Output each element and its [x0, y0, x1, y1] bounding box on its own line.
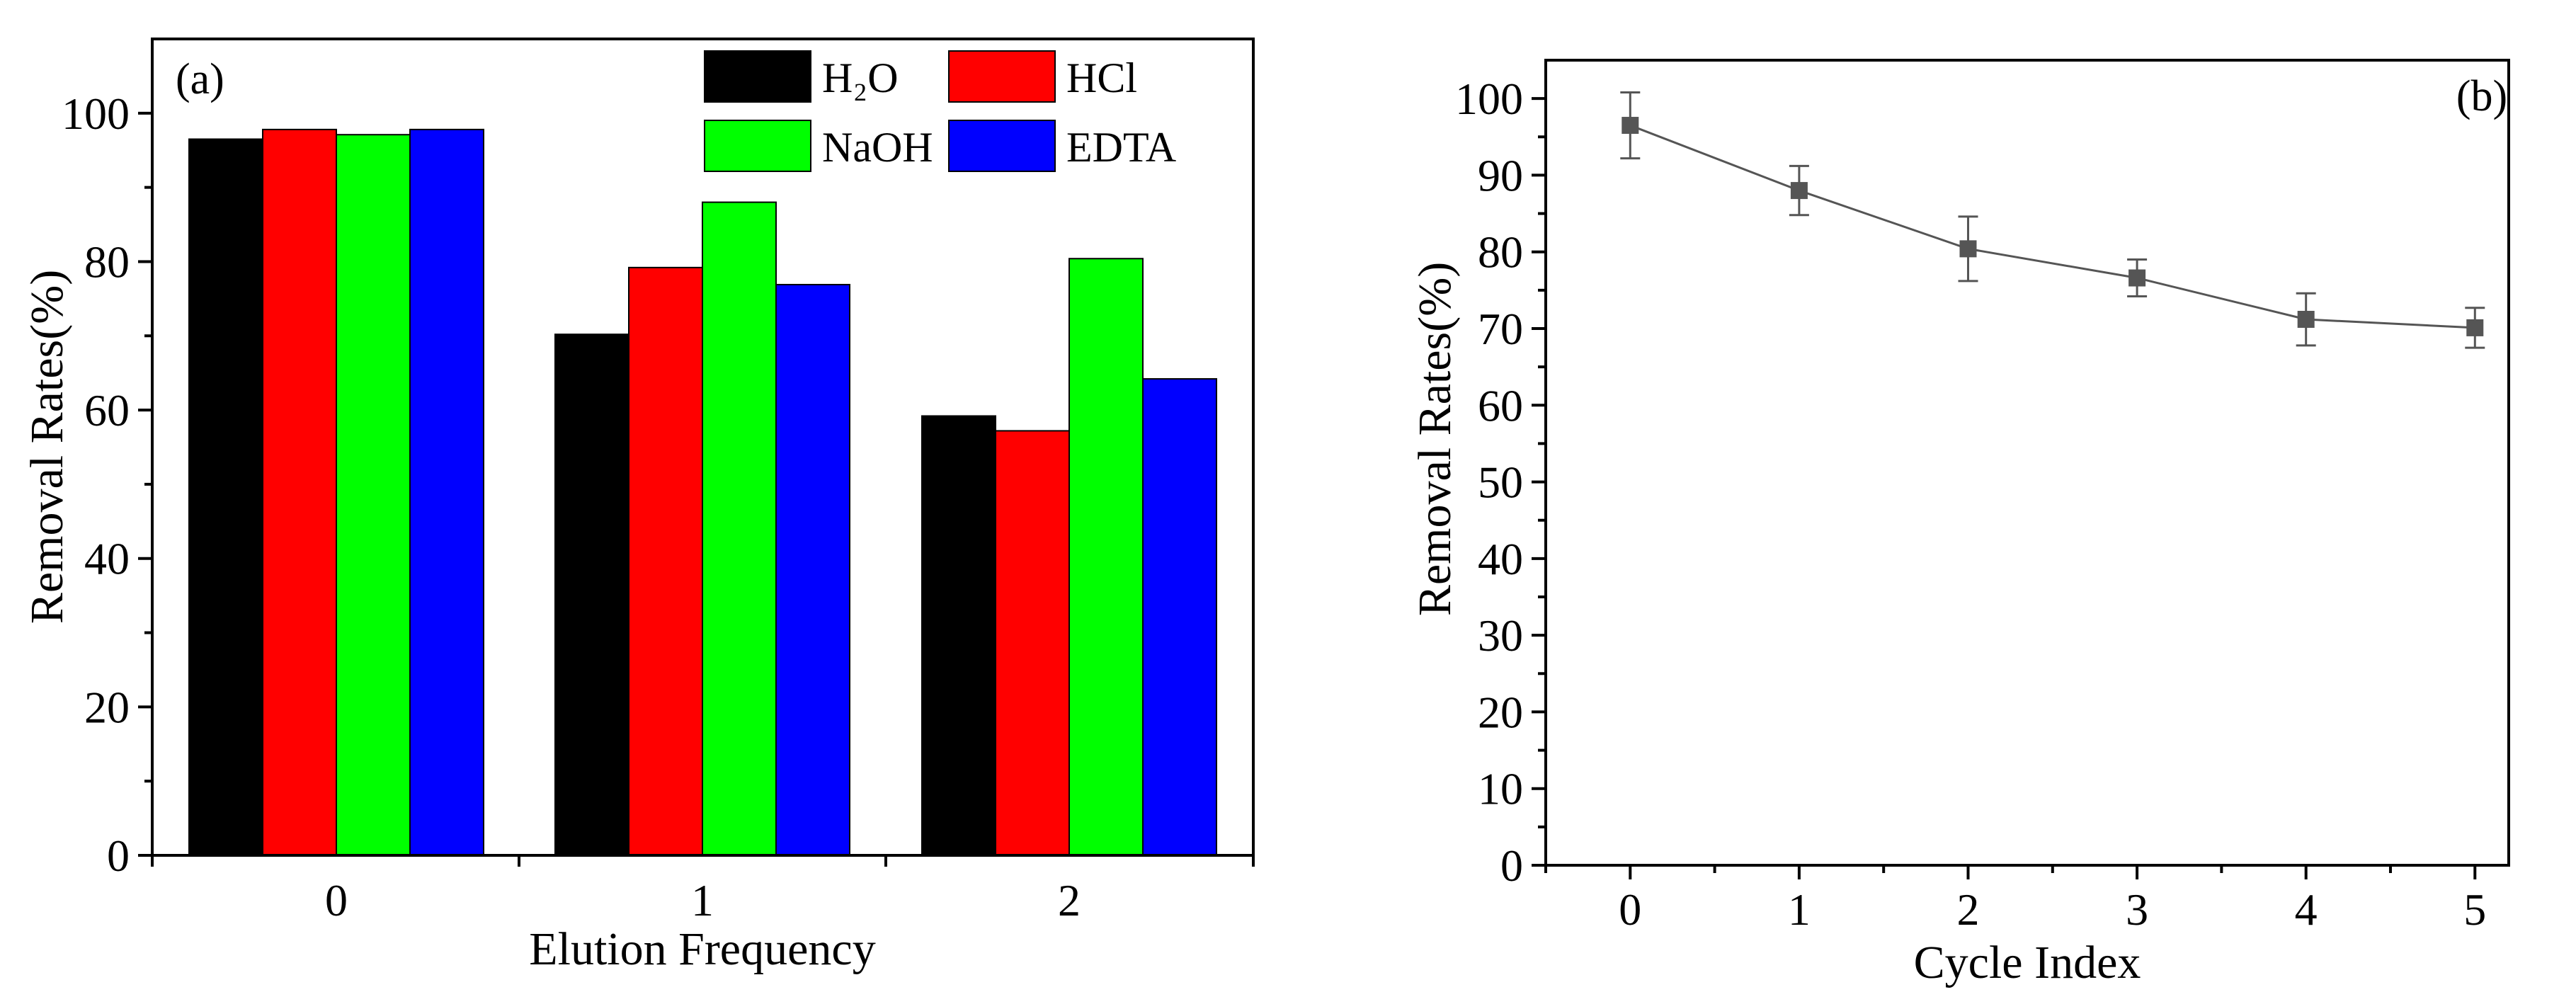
legend-label: NaOH — [822, 124, 933, 171]
data-point — [1959, 240, 1977, 258]
bar-chart-panel: 0 20 40 60 80 100 0 1 2 (a) Elution Frequency Re… — [21, 38, 1255, 975]
legend-label: H₂O — [822, 55, 899, 101]
y-tick-label: 20 — [84, 682, 130, 732]
x-tick-label: 0 — [1619, 884, 1641, 935]
bar — [336, 134, 411, 856]
x-axis-title: Elution Frequency — [529, 923, 875, 975]
x-tick-label: 3 — [2126, 884, 2148, 935]
y-tick-label: 40 — [1478, 534, 1523, 584]
bar — [262, 128, 337, 857]
data-point — [2297, 311, 2315, 329]
y-tick-label: 20 — [1478, 687, 1523, 737]
y-axis-title: Removal Rates(%) — [1409, 262, 1461, 616]
bar — [188, 138, 263, 857]
y-tick-label: 10 — [1478, 764, 1523, 814]
y-tick-label: 0 — [107, 831, 130, 881]
y-tick-label: 100 — [1455, 74, 1523, 124]
bar — [409, 128, 484, 857]
y-tick-label: 90 — [1478, 150, 1523, 200]
y-tick-label: 70 — [1478, 304, 1523, 354]
x-axis-title: Cycle Index — [1914, 937, 2141, 988]
series-path — [1629, 124, 2475, 329]
bar — [554, 333, 629, 856]
legend-swatch — [704, 50, 811, 103]
axis-ticks: 0 20 40 60 80 100 0 1 2 — [62, 89, 1255, 925]
data-point — [2466, 319, 2484, 336]
x-tick-label: 1 — [1788, 884, 1811, 935]
series-line — [1620, 91, 2485, 349]
legend: H₂O HCl NaOH EDTA — [704, 50, 1176, 172]
bar — [995, 430, 1070, 856]
legend-swatch — [948, 120, 1056, 172]
axis-ticks: 0 10 20 30 40 50 60 70 80 90 100 0 1 2 3 4 5 — [1455, 74, 2486, 935]
x-tick-label: 0 — [325, 875, 348, 925]
bar — [1142, 378, 1217, 856]
bar — [775, 283, 850, 856]
y-tick-label: 50 — [1478, 457, 1523, 508]
plot-frame — [1544, 59, 2510, 867]
legend-swatch — [948, 50, 1056, 103]
y-tick-label: 30 — [1478, 610, 1523, 661]
legend-label: EDTA — [1066, 124, 1176, 171]
legend-label: HCl — [1066, 55, 1137, 101]
y-tick-label: 80 — [1478, 227, 1523, 278]
x-tick-label: 4 — [2295, 884, 2318, 935]
y-tick-label: 40 — [84, 534, 130, 584]
y-tick-label: 60 — [84, 385, 130, 435]
bar — [702, 201, 777, 857]
x-tick-label: 2 — [1956, 884, 1979, 935]
x-tick-label: 2 — [1058, 875, 1081, 925]
bar — [921, 415, 996, 856]
data-point — [2128, 269, 2146, 287]
x-tick-label: 1 — [691, 875, 714, 925]
y-tick-label: 80 — [84, 236, 130, 287]
line-chart-panel: 0 10 20 30 40 50 60 70 80 90 100 0 1 2 3 4 5 (b) Cycle I… — [1409, 59, 2510, 988]
data-point — [1790, 182, 1808, 200]
y-tick-label: 100 — [62, 89, 130, 139]
legend-swatch — [704, 120, 811, 172]
panel-label: (b) — [2456, 72, 2507, 120]
panel-label: (a) — [176, 55, 224, 103]
bar — [1068, 258, 1144, 856]
data-point — [1622, 117, 1639, 135]
x-tick-label: 5 — [2463, 884, 2486, 935]
y-tick-label: 60 — [1478, 380, 1523, 431]
bar — [628, 266, 703, 856]
bar-group — [188, 128, 1217, 857]
y-tick-label: 0 — [1500, 840, 1523, 891]
y-axis-title: Removal Rates(%) — [21, 270, 73, 624]
plot-frame — [151, 38, 1255, 857]
